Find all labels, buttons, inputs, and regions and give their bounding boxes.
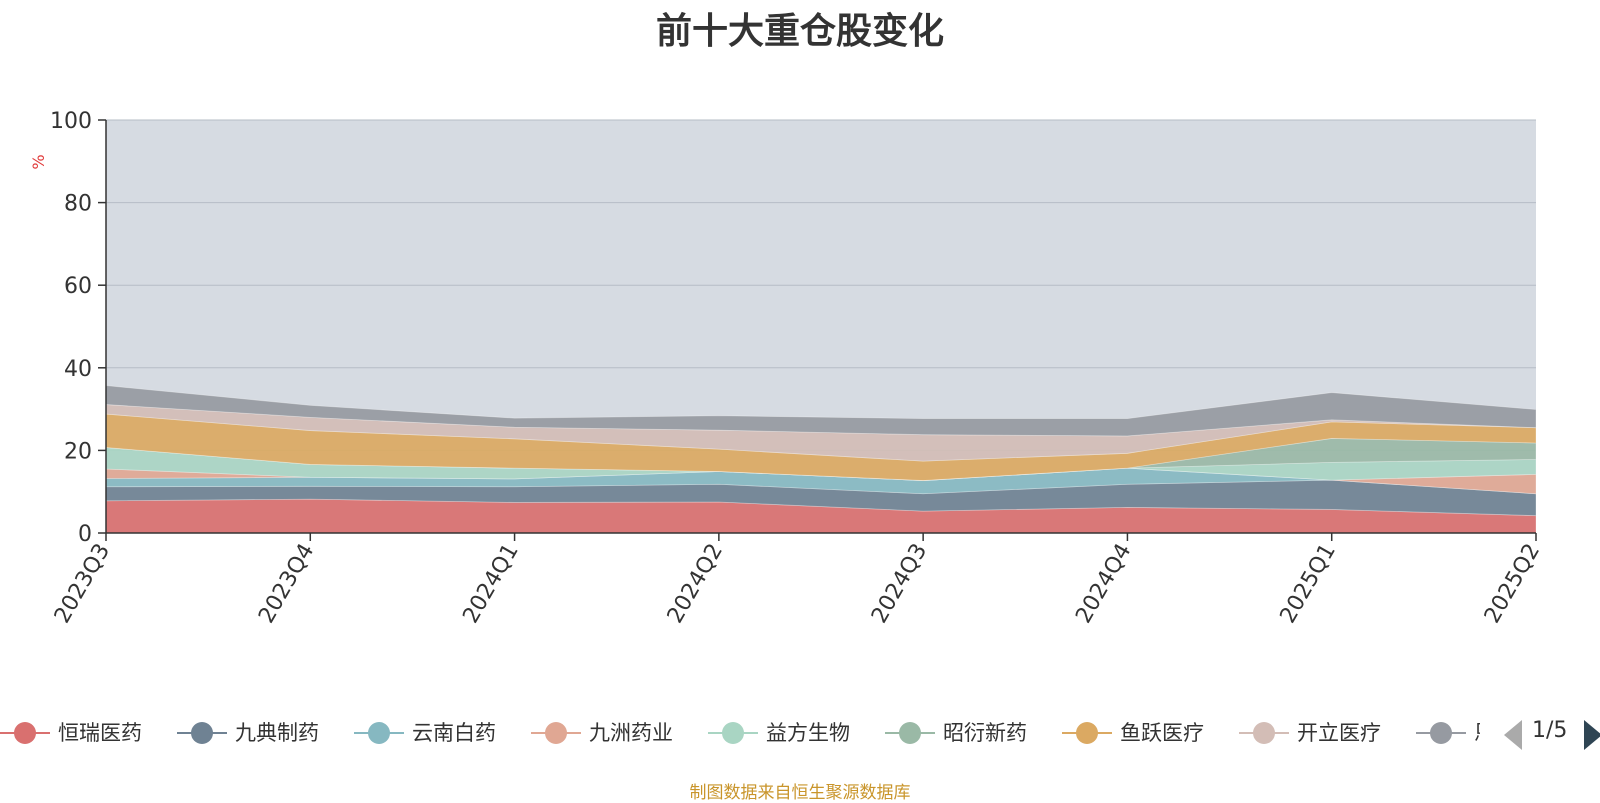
legend-label: 开立医疗	[1297, 721, 1381, 745]
x-tick-label: 2024Q3	[867, 540, 932, 628]
pager-text: 1/5	[1532, 718, 1568, 743]
stacked-area-chart: 0 20 40 60 80 100 2023Q3 2023Q4 2024Q1 2024Q2 2024…	[29, 109, 1545, 628]
legend-label: 九典制药	[235, 721, 319, 745]
y-tick-label: 80	[64, 192, 92, 217]
legend-marker-icon	[722, 722, 744, 744]
legend-marker-icon	[1076, 722, 1098, 744]
legend-label: 云南白药	[412, 721, 496, 745]
legend-marker-icon	[368, 722, 390, 744]
series-areas	[105, 385, 1537, 534]
y-axis-unit-label: %	[29, 154, 48, 169]
legend-marker-icon	[1253, 722, 1275, 744]
legend-label: 昭衍新药	[943, 721, 1027, 745]
x-tick-label: 2025Q1	[1276, 540, 1341, 628]
pager-next-icon[interactable]	[1582, 720, 1600, 750]
x-tick-label: 2024Q4	[1071, 540, 1136, 628]
x-tick-label: 2024Q2	[663, 540, 728, 628]
y-tick-label: 40	[64, 357, 92, 382]
legend-marker-icon	[899, 722, 921, 744]
legend-marker-icon	[1430, 722, 1452, 744]
legend-label: 恩华药业	[1474, 718, 1480, 748]
area-昭衍新药[interactable]	[105, 438, 1537, 481]
chart-title: 前十大重仓股变化	[655, 11, 944, 52]
legend-marker-icon	[545, 722, 567, 744]
area-恩华药业[interactable]	[105, 385, 1537, 437]
y-tick-label: 0	[78, 522, 92, 547]
legend-label: 九洲药业	[589, 721, 673, 745]
legend: 恒瑞医药 九典制药 云南白药 九洲药业 益方生物 昭衍新药 鱼跃医疗 开立医疗 恩华药业	[0, 718, 1480, 752]
x-tick-label: 2025Q2	[1480, 540, 1545, 628]
legend-marker-icon	[191, 722, 213, 744]
area-鱼跃医疗[interactable]	[105, 413, 1537, 481]
pager-prev-icon[interactable]	[1502, 720, 1524, 750]
source-note: 制图数据来自恒生聚源数据库	[689, 783, 911, 803]
y-tick-label: 100	[50, 109, 92, 134]
legend-pager: 1/5	[1502, 716, 1600, 750]
x-tick-label: 2024Q1	[458, 540, 523, 628]
y-tick-label: 20	[64, 439, 92, 464]
y-tick-label: 60	[64, 274, 92, 299]
area-九典制药[interactable]	[105, 479, 1537, 517]
x-tick-label: 2023Q3	[50, 540, 115, 628]
area-开立医疗[interactable]	[105, 404, 1537, 462]
legend-label: 恒瑞医药	[58, 721, 142, 745]
legend-marker-icon	[14, 722, 36, 744]
legend-label: 鱼跃医疗	[1120, 721, 1204, 745]
x-tick-label: 2023Q4	[254, 540, 319, 628]
legend-label: 益方生物	[766, 721, 850, 745]
